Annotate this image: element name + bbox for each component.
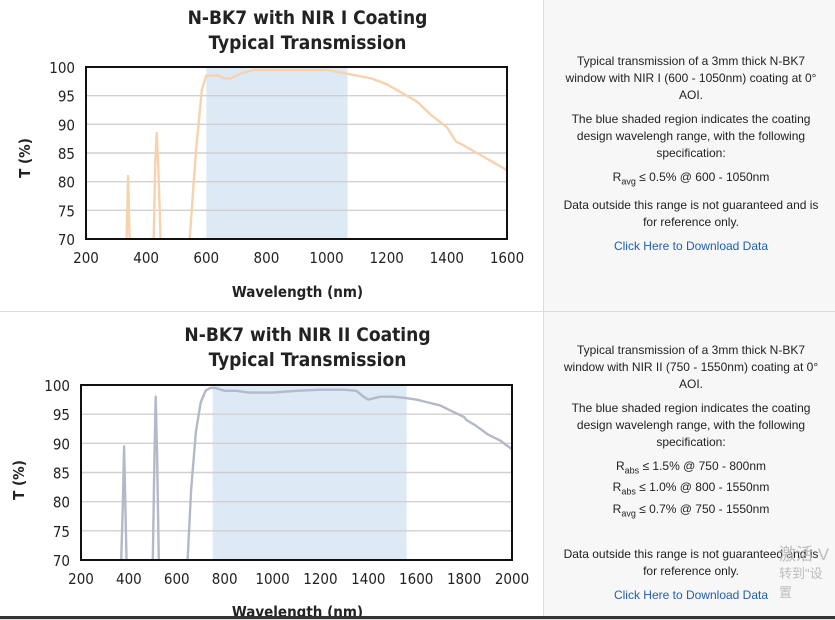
x-tick-label: 1600 — [399, 570, 433, 588]
spec-line: Ravg ≤ 0.5% @ 600 - 1050nm — [612, 170, 770, 187]
x-tick-label: 2000 — [495, 570, 529, 588]
x-tick-label: 1600 — [490, 249, 524, 267]
y-tick-label: 100 — [49, 59, 75, 77]
download-data-link[interactable]: Click Here to Download Data — [613, 588, 769, 603]
y-tick-label: 100 — [44, 377, 70, 395]
x-tick-label: 400 — [133, 249, 159, 267]
chart-title: N-BK7 with NIR II Coating — [184, 324, 430, 346]
spec-line: Rabs ≤ 1.5% @ 750 - 800nm — [615, 459, 767, 476]
shaded-region-text: The blue shaded region indicates the coa… — [571, 401, 811, 449]
y-tick-label: 85 — [53, 465, 70, 483]
chart-row-nir-i: N-BK7 with NIR I Coating Typical Transmis… — [0, 0, 835, 312]
chart-title: Typical Transmission — [209, 32, 407, 54]
spec-line: Rabs ≤ 1.0% @ 800 - 1550nm — [612, 480, 770, 497]
transmission-curve — [125, 174, 131, 239]
plot-cell-nir-ii: N-BK7 with NIR II Coating Typical Transmi… — [0, 312, 544, 619]
y-tick-label: 70 — [58, 231, 75, 249]
description-text: Typical transmission of a 3mm thick N-BK… — [565, 54, 817, 102]
x-tick-label: 1200 — [303, 570, 337, 588]
y-tick-label: 95 — [58, 88, 75, 106]
x-tick-label: 400 — [116, 570, 142, 588]
watermark-line-2: 转到"设置 — [779, 566, 823, 600]
transmission-curve — [188, 68, 507, 239]
description-nir-i: Typical transmission of a 3mm thick N-BK… — [558, 53, 824, 262]
plot-cell-nir-i: N-BK7 with NIR I Coating Typical Transmis… — [0, 0, 544, 311]
transmission-curve — [186, 386, 512, 560]
transmission-chart-nir-ii: N-BK7 with NIR II Coating Typical Transmi… — [10, 324, 529, 619]
description-text: Typical transmission of a 3mm thick N-BK… — [563, 343, 819, 391]
transmission-curve — [152, 131, 162, 239]
spec-list: Ravg ≤ 0.5% @ 600 - 1050nm — [558, 169, 824, 190]
spec-line: Ravg ≤ 0.7% @ 750 - 1550nm — [612, 501, 770, 519]
y-tick-label: 75 — [53, 523, 70, 541]
bottom-scrollbar[interactable] — [0, 616, 835, 619]
plot-frame — [85, 66, 508, 240]
x-tick-label: 1400 — [430, 249, 464, 267]
transmission-chart-nir-i: N-BK7 with NIR I Coating Typical Transmis… — [16, 7, 524, 301]
description-cell-nir-i: Typical transmission of a 3mm thick N-BK… — [544, 0, 835, 311]
chart-title: Typical Transmission — [209, 349, 407, 371]
y-tick-label: 95 — [53, 406, 70, 424]
chart-title: N-BK7 with NIR I Coating — [188, 7, 428, 29]
y-tick-label: 90 — [53, 435, 70, 453]
chart-row-nir-ii: N-BK7 with NIR II Coating Typical Transmi… — [0, 312, 835, 620]
x-axis-label: Wavelength (nm) — [232, 283, 363, 301]
x-tick-label: 1000 — [255, 570, 289, 588]
description-cell-nir-ii: Typical transmission of a 3mm thick N-BK… — [544, 312, 835, 619]
watermark-line-1: 激活 V — [779, 545, 830, 564]
disclaimer-text: Data outside this range is not guarantee… — [563, 198, 819, 230]
y-tick-label: 75 — [58, 202, 75, 220]
x-tick-label: 1200 — [370, 249, 404, 267]
x-tick-label: 800 — [254, 249, 280, 267]
y-tick-label: 90 — [58, 116, 75, 134]
x-tick-label: 600 — [164, 570, 190, 588]
spec-list: Rabs ≤ 1.5% @ 750 - 800nm Rabs ≤ 1.0% @ 8… — [558, 458, 824, 522]
y-axis-label: T (%) — [10, 460, 28, 500]
disclaimer-text: Data outside this range is not guarantee… — [563, 547, 819, 579]
y-axis-label: T (%) — [16, 138, 34, 178]
x-axis-label: Wavelength (nm) — [232, 603, 363, 619]
plot-frame — [80, 384, 513, 561]
x-tick-label: 1800 — [447, 570, 481, 588]
transmission-curve — [151, 395, 160, 560]
x-tick-label: 200 — [73, 249, 99, 267]
x-tick-label: 200 — [68, 570, 94, 588]
download-data-link[interactable]: Click Here to Download Data — [613, 239, 769, 254]
transmission-curve — [120, 445, 128, 560]
y-tick-label: 70 — [53, 552, 70, 570]
description-nir-ii: Typical transmission of a 3mm thick N-BK… — [558, 342, 824, 611]
x-tick-label: 1000 — [309, 249, 343, 267]
y-tick-label: 80 — [58, 174, 75, 192]
y-tick-label: 85 — [58, 145, 75, 163]
x-tick-label: 600 — [193, 249, 219, 267]
shaded-region-text: The blue shaded region indicates the coa… — [571, 112, 811, 160]
y-tick-label: 80 — [53, 494, 70, 512]
x-tick-label: 1400 — [351, 570, 385, 588]
x-tick-label: 800 — [212, 570, 238, 588]
